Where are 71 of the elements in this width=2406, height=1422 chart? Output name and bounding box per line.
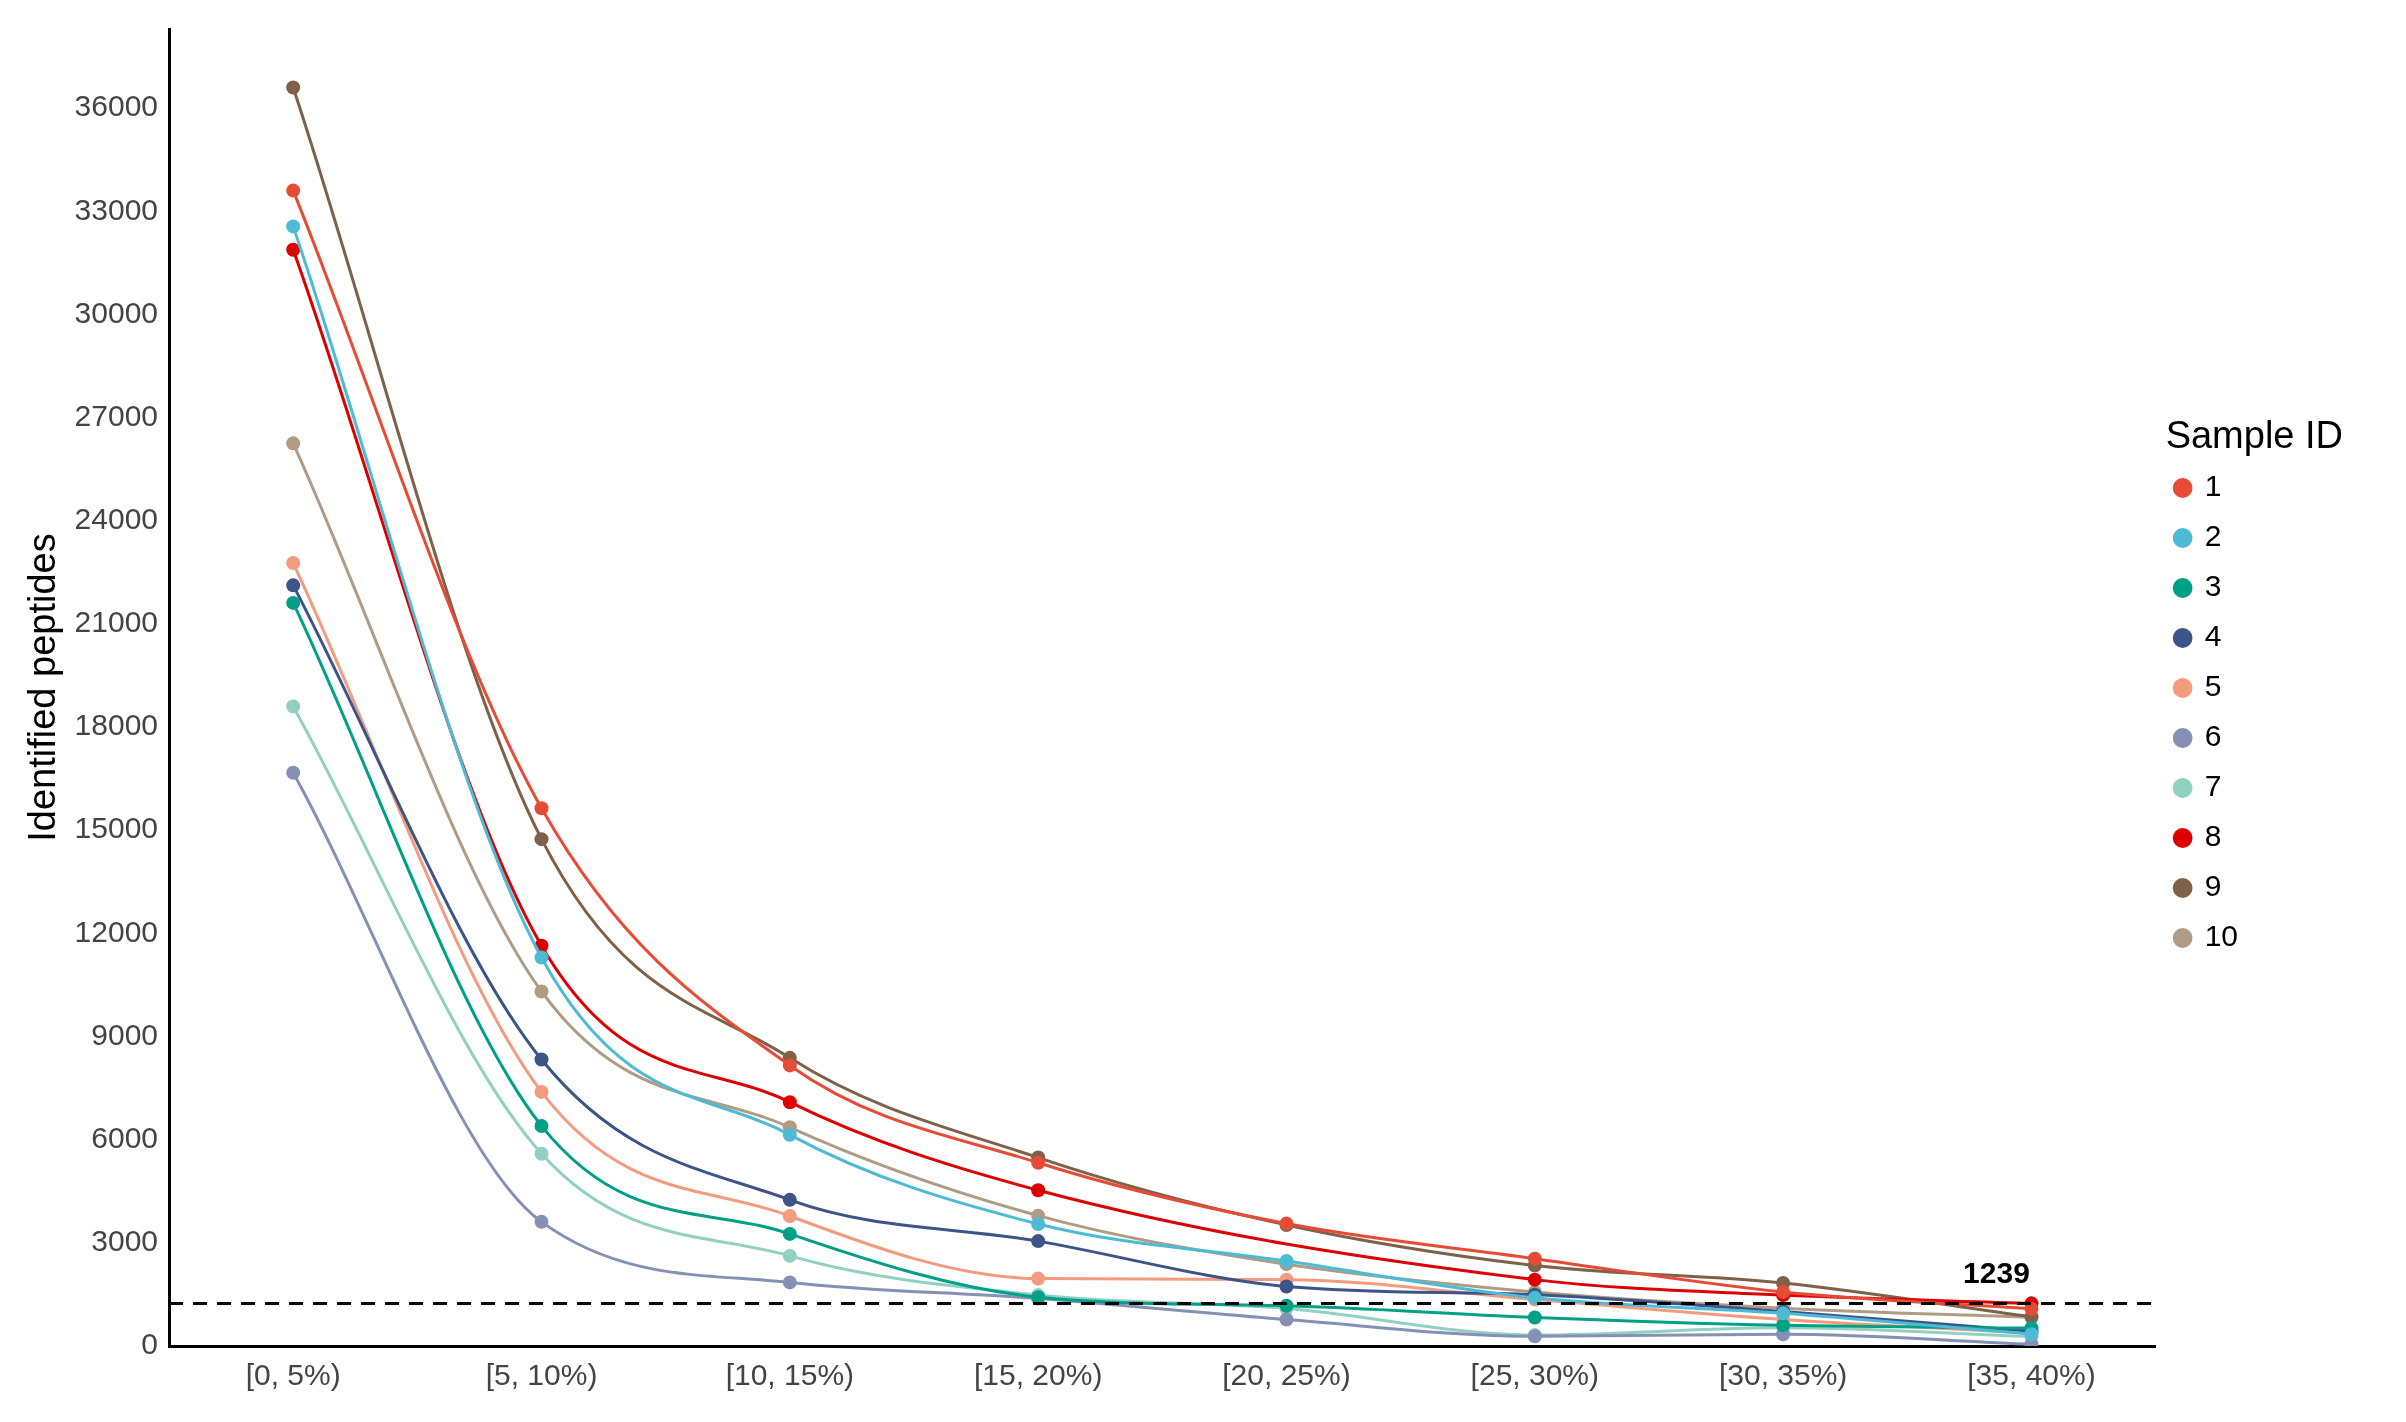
point <box>782 1192 797 1207</box>
point <box>534 1118 549 1133</box>
point <box>286 765 301 780</box>
point <box>286 219 301 234</box>
point <box>534 1214 549 1229</box>
x-tick-label: [25, 30%) <box>1470 1358 1600 1392</box>
point <box>1527 1310 1542 1325</box>
point <box>286 80 301 95</box>
x-tick-label: [30, 35%) <box>1718 1358 1848 1392</box>
point <box>1031 1271 1046 1286</box>
point <box>286 556 301 571</box>
point <box>1527 1272 1542 1287</box>
point <box>534 1146 549 1161</box>
point <box>286 436 301 451</box>
legend-label: 10 <box>2204 919 2239 953</box>
point <box>534 832 549 847</box>
y-tick-label: 6000 <box>91 1120 159 1154</box>
x-tick-label: [0, 5%) <box>245 1358 341 1392</box>
point <box>286 578 301 593</box>
x-tick-label: [20, 25%) <box>1222 1358 1351 1392</box>
point <box>782 1058 797 1073</box>
x-tick-label: [15, 20%) <box>973 1358 1103 1392</box>
point <box>782 1275 797 1290</box>
point <box>534 1084 549 1099</box>
y-tick-label: 15000 <box>74 811 159 845</box>
y-tick-label: 30000 <box>74 295 159 329</box>
point <box>1527 1251 1542 1266</box>
point <box>286 595 301 610</box>
point <box>534 1052 549 1067</box>
legend-label: 6 <box>2204 719 2222 753</box>
y-tick-label: 12000 <box>74 914 159 948</box>
point <box>1279 1312 1294 1327</box>
y-tick-label: 21000 <box>74 605 159 639</box>
legend-label: 2 <box>2204 519 2222 553</box>
point <box>1031 1183 1046 1198</box>
legend-label: 4 <box>2204 619 2222 653</box>
x-tick-label: [10, 15%) <box>725 1358 855 1392</box>
legend-label: 5 <box>2204 669 2222 703</box>
point <box>534 984 549 999</box>
y-tick-label: 33000 <box>74 192 159 226</box>
point <box>286 242 301 257</box>
y-tick-label: 27000 <box>74 398 159 432</box>
point <box>782 1226 797 1241</box>
point <box>1031 1234 1046 1249</box>
y-tick-label: 0 <box>141 1327 159 1361</box>
y-axis-title: Identified peptides <box>21 533 64 842</box>
point <box>1279 1279 1294 1294</box>
y-tick-label: 9000 <box>91 1017 159 1051</box>
y-tick-label: 24000 <box>74 501 159 535</box>
legend-label: 8 <box>2204 819 2222 853</box>
x-tick-label: [35, 40%) <box>1967 1358 2096 1392</box>
legend-label: 1 <box>2204 469 2222 503</box>
y-tick-label: 18000 <box>74 708 159 742</box>
point <box>286 183 301 198</box>
point <box>782 1209 797 1224</box>
legend-label: 3 <box>2204 569 2222 603</box>
y-tick-label: 36000 <box>74 89 159 123</box>
x-tick-label: [5, 10%) <box>485 1358 598 1392</box>
legend-label: 7 <box>2204 769 2222 803</box>
point <box>286 699 301 714</box>
point <box>534 950 549 965</box>
ref-line-label: 1239 <box>1963 1255 2030 1289</box>
legend-label: 9 <box>2204 869 2222 903</box>
point <box>782 1127 797 1142</box>
point <box>782 1095 797 1110</box>
point <box>782 1248 797 1263</box>
y-tick-label: 3000 <box>91 1224 159 1258</box>
point <box>1031 1155 1046 1170</box>
legend-title: Sample ID <box>2165 414 2344 457</box>
point <box>534 801 549 816</box>
point <box>1031 1216 1046 1231</box>
